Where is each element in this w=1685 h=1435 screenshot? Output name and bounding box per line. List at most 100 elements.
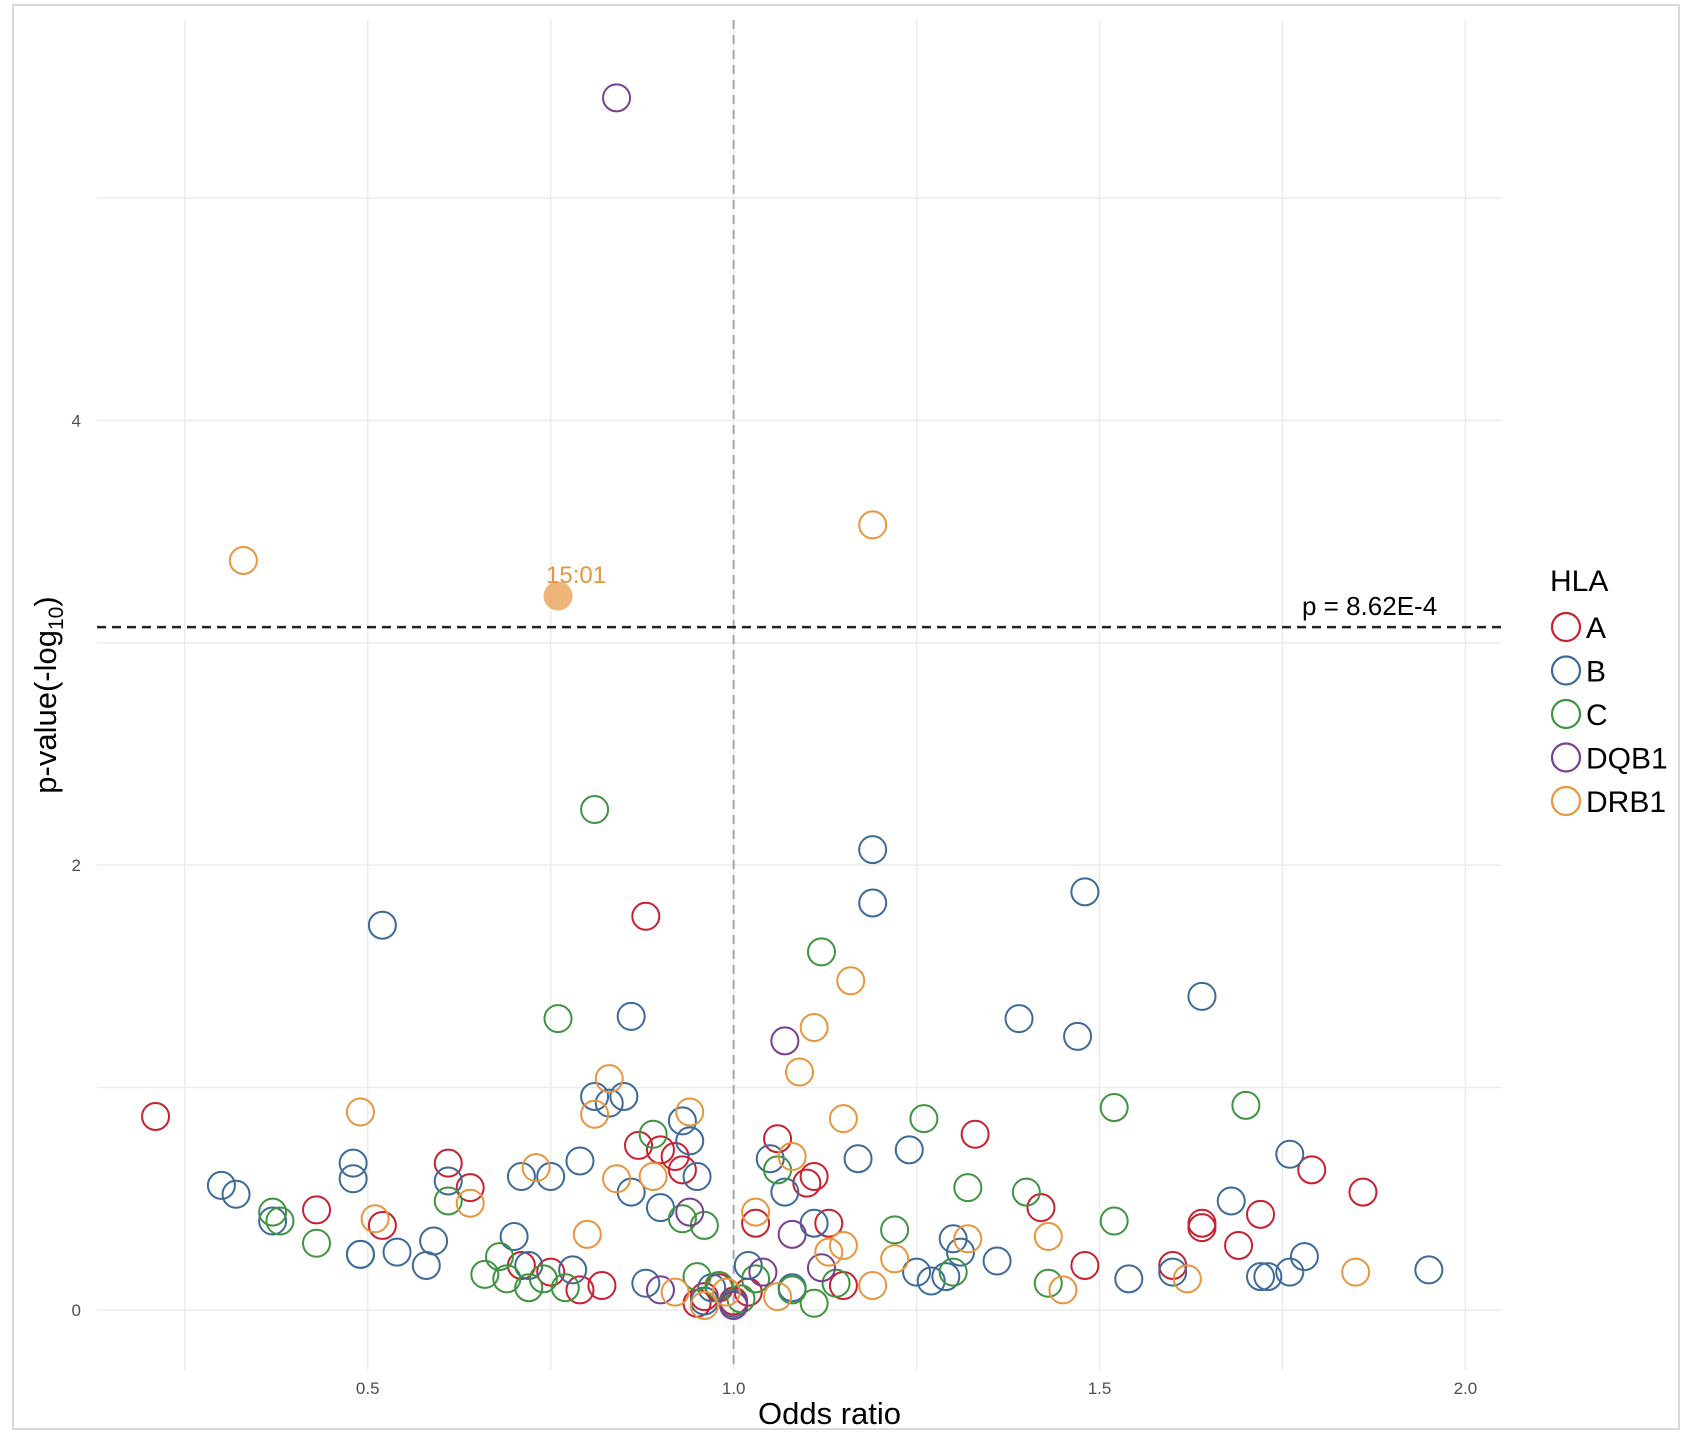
point-drb1 <box>741 1197 771 1227</box>
y-tick-label: 2 <box>72 856 81 875</box>
point-b <box>682 1162 712 1192</box>
y-axis-title-main: p-value(-log <box>28 630 63 794</box>
point-a <box>645 1135 675 1165</box>
point-b <box>338 1148 368 1178</box>
point-b <box>770 1177 800 1207</box>
point-a <box>433 1148 463 1178</box>
point-b <box>1216 1186 1246 1216</box>
point-b <box>433 1166 463 1196</box>
point-b <box>1275 1257 1305 1287</box>
point-b <box>206 1170 236 1200</box>
point-b <box>558 1255 588 1285</box>
point-drb1 <box>1341 1257 1371 1287</box>
point-b <box>258 1206 288 1236</box>
point-c <box>880 1215 910 1245</box>
point-drb1 <box>675 1097 705 1127</box>
point-a <box>367 1210 397 1240</box>
point-drb1 <box>814 1237 844 1267</box>
tick-labels: 0.5 1.0 1.5 2.0 0 2 4 <box>72 411 1478 1398</box>
point-c <box>1099 1206 1129 1236</box>
point-c <box>1033 1268 1063 1298</box>
point-a <box>624 1130 654 1160</box>
point-a <box>587 1270 617 1300</box>
point-c <box>638 1119 668 1149</box>
x-tick-label: 2.0 <box>1454 1379 1478 1398</box>
point-c <box>1011 1177 1041 1207</box>
point-c <box>543 1004 573 1034</box>
point-drb1 <box>1033 1222 1063 1252</box>
point-c <box>302 1228 332 1258</box>
point-drb1 <box>799 1012 829 1042</box>
point-c <box>433 1186 463 1216</box>
point-drb1 <box>660 1277 690 1307</box>
point-b <box>1158 1257 1188 1287</box>
point-a <box>1070 1250 1100 1280</box>
y-tick-label: 0 <box>72 1301 81 1320</box>
point-b <box>1187 981 1217 1011</box>
point-c <box>550 1273 580 1303</box>
point-b <box>367 910 397 940</box>
grid-lines <box>97 20 1502 1370</box>
point-a <box>960 1119 990 1149</box>
point-a <box>1224 1230 1254 1260</box>
point-c <box>704 1270 734 1300</box>
point-drb1 <box>953 1224 983 1254</box>
point-c <box>682 1262 712 1292</box>
point-a <box>141 1101 171 1131</box>
point-dqb1 <box>602 83 632 113</box>
point-drb1 <box>455 1188 485 1218</box>
point-dqb1 <box>770 1026 800 1056</box>
point-c <box>806 937 836 967</box>
legend-title: HLA <box>1550 565 1608 598</box>
point-dqb1 <box>675 1197 705 1227</box>
point-b <box>1289 1242 1319 1272</box>
point-a <box>1246 1199 1276 1229</box>
point-drb1 <box>711 1277 741 1307</box>
point-a <box>799 1162 829 1192</box>
legend-label-a: A <box>1586 612 1606 645</box>
point-c <box>799 1288 829 1318</box>
point-b <box>594 1088 624 1118</box>
point-b <box>1253 1262 1283 1292</box>
highlight-point-label: 15:01 <box>546 562 606 589</box>
point-b <box>675 1126 705 1156</box>
point-a <box>1026 1193 1056 1223</box>
point-drb1 <box>858 1270 888 1300</box>
point-drb1 <box>360 1204 390 1234</box>
point-b <box>345 1239 375 1269</box>
point-dqb1 <box>777 1219 807 1249</box>
x-tick-label: 1.5 <box>1088 1379 1112 1398</box>
point-drb1 <box>345 1097 375 1127</box>
point-drb1 <box>763 1282 793 1312</box>
point-b <box>382 1237 412 1267</box>
point-dqb1 <box>645 1275 675 1305</box>
point-c <box>821 1268 851 1298</box>
legend: HLA ABC DQB1 DRB1 <box>1550 565 1668 819</box>
point-c <box>470 1259 500 1289</box>
point-b <box>499 1222 529 1252</box>
point-drb1 <box>777 1141 807 1171</box>
point-a <box>1187 1213 1217 1243</box>
y-tick-label: 4 <box>72 411 81 430</box>
legend-label-dqb1: DQB1 <box>1586 743 1668 776</box>
point-dqb1 <box>719 1291 749 1321</box>
point-a <box>631 901 661 931</box>
point-a <box>1348 1177 1378 1207</box>
point-c <box>777 1275 807 1305</box>
threshold-label: p = 8.62E-4 <box>1302 591 1437 621</box>
point-drb1 <box>689 1291 719 1321</box>
point-c <box>580 795 610 825</box>
legend-key-a <box>1550 611 1582 643</box>
x-axis-title: Odds ratio <box>758 1396 901 1431</box>
y-axis-title-tail: ) <box>28 596 63 606</box>
highlight-point <box>543 581 573 611</box>
point-b <box>858 888 888 918</box>
legend-key-drb1 <box>1550 785 1582 817</box>
point-drb1 <box>594 1064 624 1094</box>
point-b <box>902 1257 932 1287</box>
point-b <box>1275 1139 1305 1169</box>
point-drb1 <box>858 510 888 540</box>
point-drb1 <box>228 545 258 575</box>
point-c <box>528 1264 558 1294</box>
